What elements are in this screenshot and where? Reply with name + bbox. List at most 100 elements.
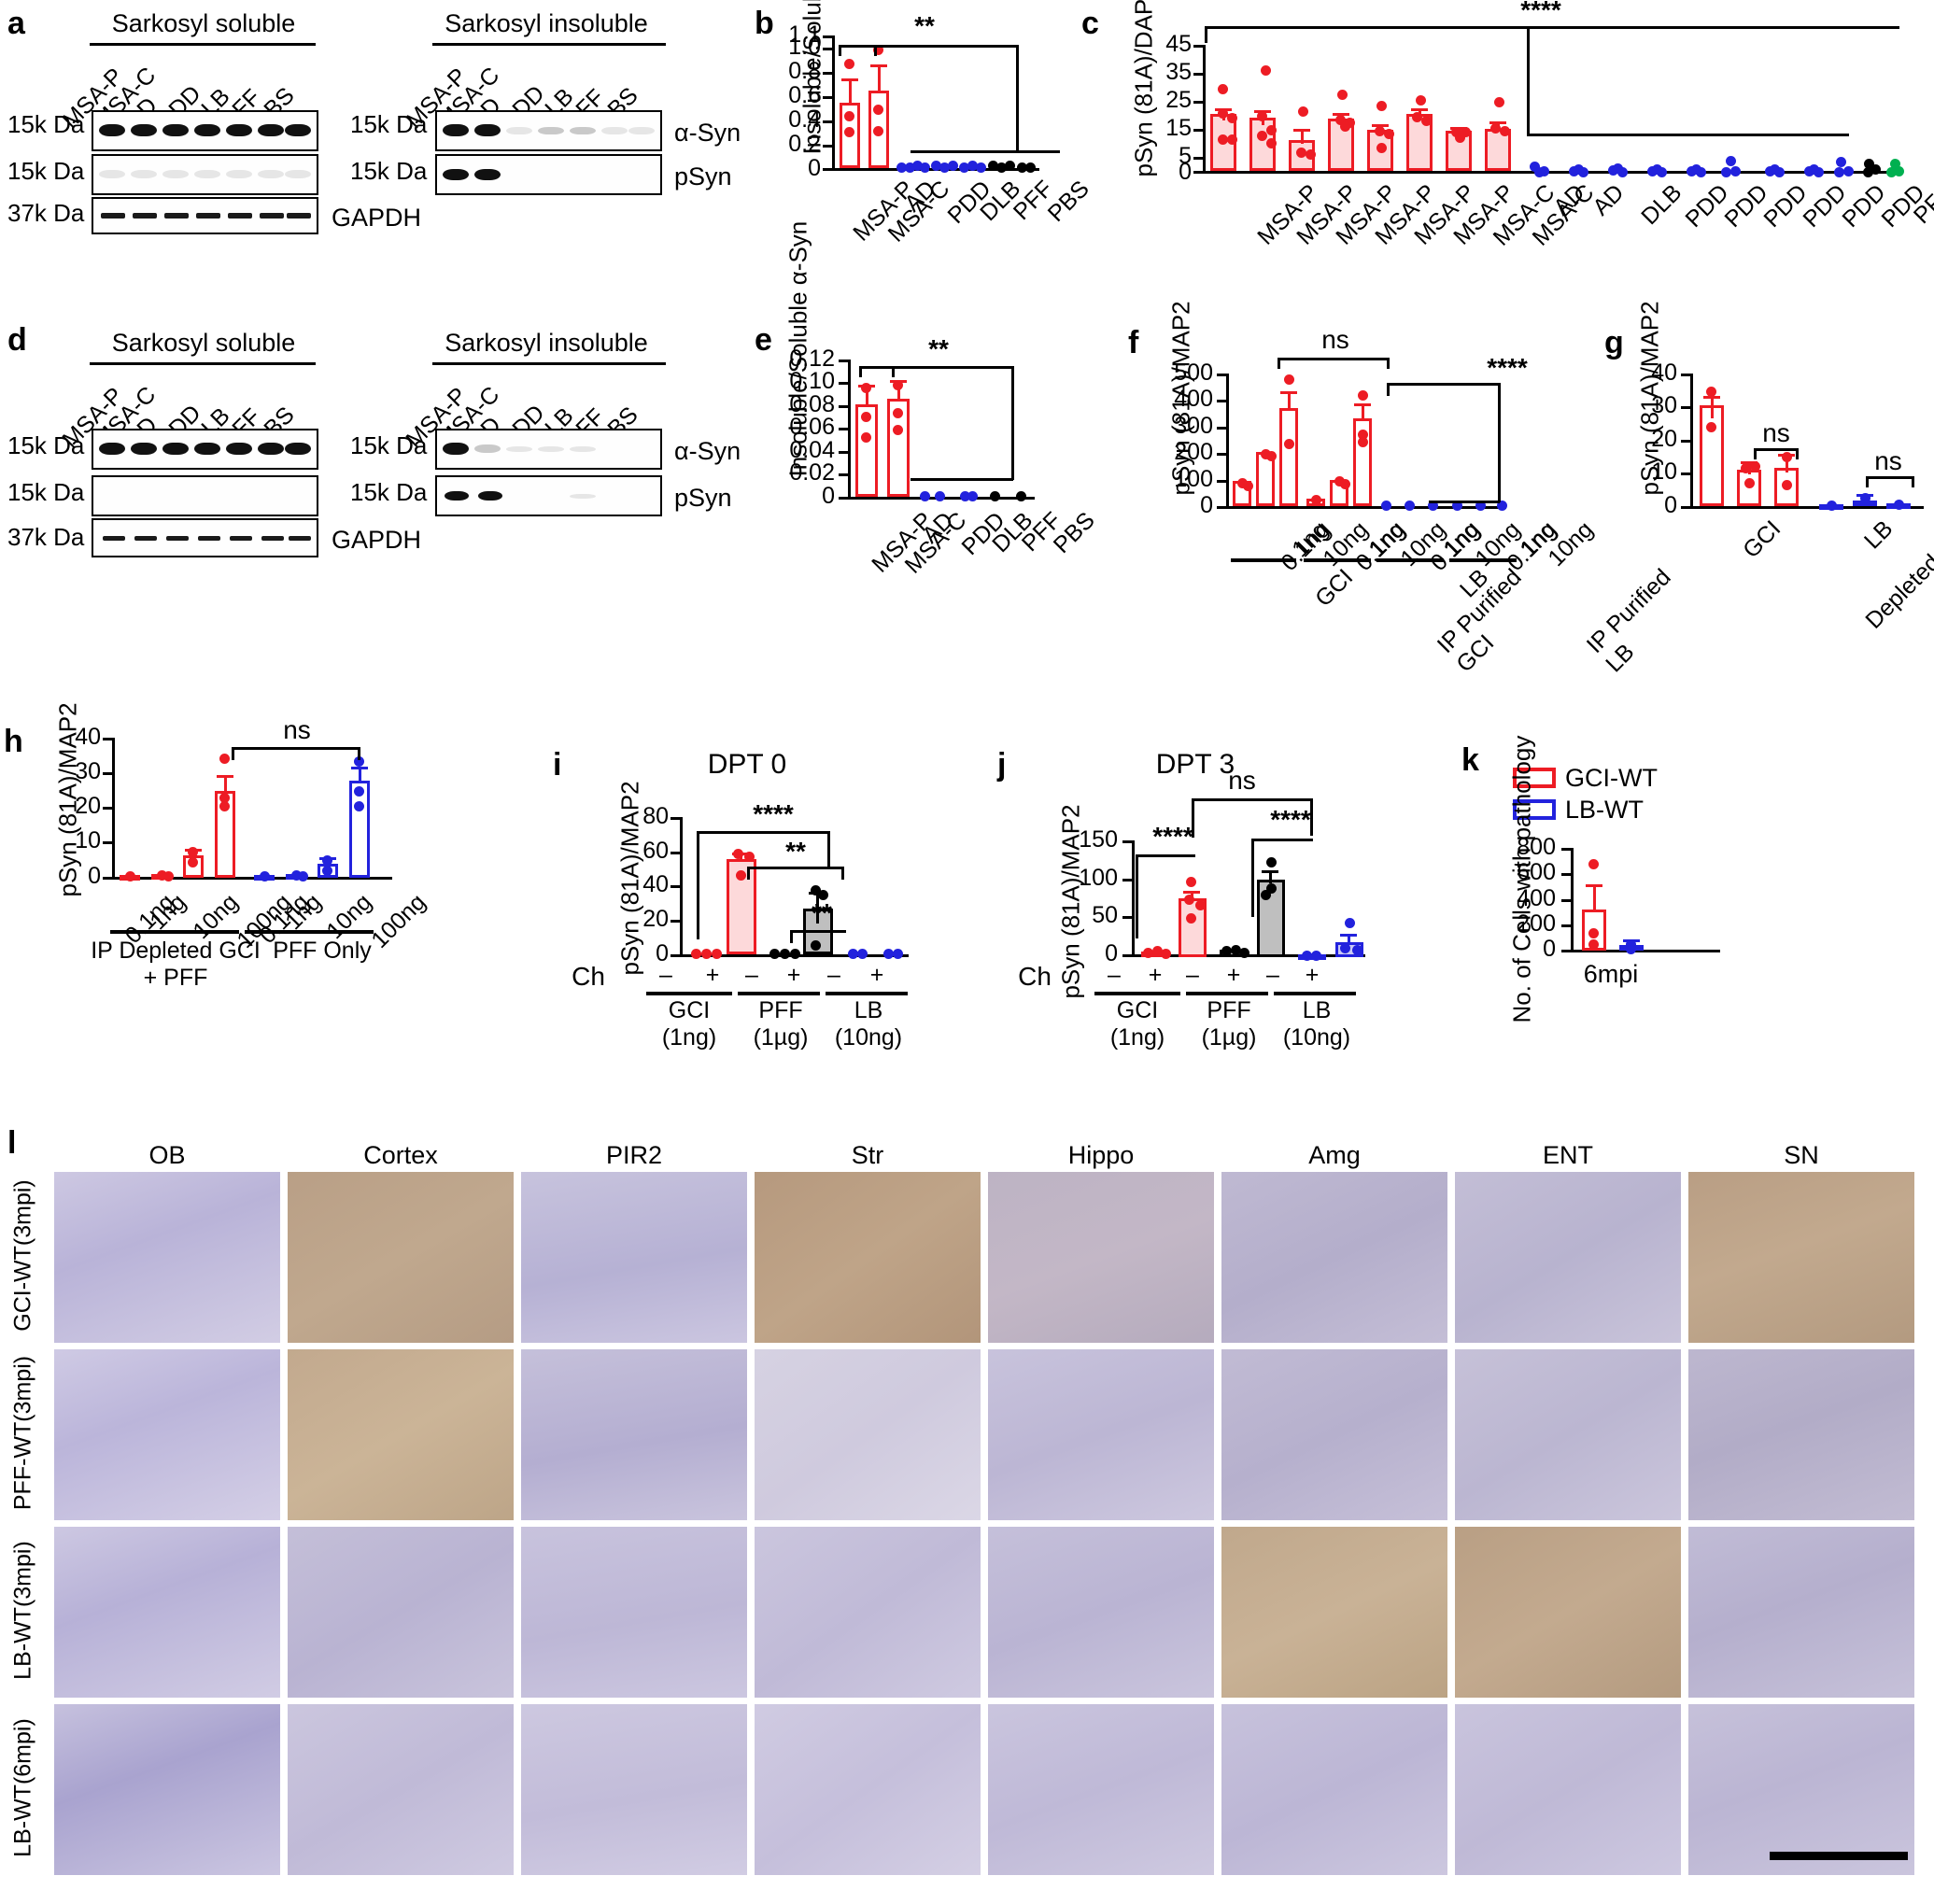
micrograph-r1-c1 xyxy=(288,1349,514,1520)
panel-c-ytick-3: 25 xyxy=(1165,87,1192,113)
blot-title-rule-d2 xyxy=(432,362,666,365)
micrograph-r0-c5 xyxy=(1221,1172,1447,1343)
panel-l-rowlabel-0: GCI-WT(3mpi) xyxy=(9,1179,36,1332)
panel-e-ytick-5: 0.10 xyxy=(789,368,835,394)
micrograph-r3-c2 xyxy=(521,1704,747,1875)
micrograph-r2-c6 xyxy=(1455,1527,1681,1698)
micrograph-r2-c5 xyxy=(1221,1527,1447,1698)
panel-i-ch-0: – xyxy=(659,962,672,988)
panel-k-plot: 800 600 400 200 0 xyxy=(1503,834,1737,979)
panel-i-grprule-1 xyxy=(738,992,820,995)
panel-f-ytick-0: 0 xyxy=(1200,492,1213,518)
panel-f-grprule-3 xyxy=(1449,558,1517,562)
panel-f-grprule-1 xyxy=(1304,558,1371,562)
panel-i-sig-2star-b: ** xyxy=(812,898,832,927)
panel-f-sig-4: **** xyxy=(1487,353,1528,382)
legend-label-lb-wt: LB-WT xyxy=(1565,796,1644,824)
micrograph-r0-c1 xyxy=(288,1172,514,1343)
panel-j-sigv-nsl xyxy=(1192,798,1194,838)
probe-label-d-gapdh: GAPDH xyxy=(332,526,422,554)
panel-c-sigbar-top xyxy=(1205,26,1899,29)
panel-g-plot: 40 30 20 10 0 xyxy=(1651,360,1933,518)
panel-i-ytick-2: 40 xyxy=(642,871,669,897)
panel-i-sigbar-2 xyxy=(747,867,844,869)
panel-c-bar-5 xyxy=(1406,114,1433,171)
mw-label-a-i-1: 15k Da xyxy=(350,157,428,185)
panel-letter-j: j xyxy=(997,747,1007,783)
panel-j-grprule-2 xyxy=(1274,992,1356,995)
blot-title-soluble-a: Sarkosyl soluble xyxy=(111,9,296,37)
panel-i-sig-4star: **** xyxy=(753,799,794,828)
panel-b-ytick-5: 1.0 xyxy=(788,34,821,60)
panel-l-rowlabel-2: LB-WT(3mpi) xyxy=(9,1541,36,1680)
blot-title-insoluble-a: Sarkosyl insoluble xyxy=(445,9,648,37)
scale-bar xyxy=(1770,1852,1908,1860)
micrograph-r2-c1 xyxy=(288,1527,514,1698)
panel-i-ch-4: – xyxy=(827,962,840,988)
blot-box-a-s-asyn xyxy=(92,110,318,151)
blot-box-a-s-psyn xyxy=(92,154,318,195)
micrograph-r1-c5 xyxy=(1221,1349,1447,1520)
panel-h-grprule-0 xyxy=(110,930,239,934)
panel-g-ytick-2: 20 xyxy=(1651,426,1677,452)
panel-b-sigv-mid xyxy=(874,45,877,56)
panel-b-bar-1 xyxy=(868,91,889,168)
micrograph-r1-c4 xyxy=(988,1349,1214,1520)
panel-j-grprule-0 xyxy=(1094,992,1180,995)
panel-i-grplabel-2: LB (10ng) xyxy=(834,997,903,1051)
panel-i-title: DPT 0 xyxy=(707,749,787,780)
panel-j-sigbar-4b xyxy=(1251,839,1313,841)
panel-j-grplabel-0: GCI (1ng) xyxy=(1109,997,1165,1051)
panel-e-sigbar2 xyxy=(911,478,1013,481)
panel-k-ytick-0: 0 xyxy=(1543,936,1556,962)
panel-l-rowlabel-1: PFF-WT(3mpi) xyxy=(9,1355,36,1511)
micrograph-r0-c7 xyxy=(1688,1172,1914,1343)
legend-key-lb-wt xyxy=(1513,799,1556,820)
panel-letter-c: c xyxy=(1081,6,1099,41)
panel-h-ytick-4: 40 xyxy=(75,724,101,750)
micrograph-r1-c6 xyxy=(1455,1349,1681,1520)
panel-letter-l: l xyxy=(7,1125,17,1161)
panel-i-grprule-0 xyxy=(646,992,732,995)
panel-letter-d: d xyxy=(7,322,27,358)
panel-j-grplabel-1: PFF (1µg) xyxy=(1201,997,1257,1051)
panel-j-sigv-4a xyxy=(1136,854,1138,938)
mw-label-d-s-0: 15k Da xyxy=(7,431,85,459)
panel-k-xlabel: 6mpi xyxy=(1583,960,1639,988)
micrograph-r0-c3 xyxy=(755,1172,981,1343)
panel-j-ch-3: + xyxy=(1226,962,1241,988)
panel-b-ytick-4: 0.8 xyxy=(788,58,821,84)
panel-b-sigv-left xyxy=(839,45,841,56)
panel-i-ch-3: + xyxy=(786,962,801,988)
panel-c-sigv-down xyxy=(1527,26,1530,136)
blot-title-insoluble-d: Sarkosyl insoluble xyxy=(445,329,648,357)
panel-e-plot: 0.12 0.10 0.08 0.06 0.04 0.02 0 xyxy=(783,346,932,509)
probe-label-a-asyn: α-Syn xyxy=(674,119,741,147)
blot-title-rule-a1 xyxy=(90,43,316,46)
blot-title-rule-d1 xyxy=(90,362,316,365)
panel-j-sigbar-ns xyxy=(1192,798,1313,801)
panel-i-sigv-e xyxy=(790,930,793,943)
panel-b-ytick-1: 0.2 xyxy=(788,131,821,157)
panel-j-grplabel-2: LB (10ng) xyxy=(1282,997,1351,1051)
panel-e-ytick-3: 0.06 xyxy=(789,414,835,440)
panel-b-sigbar xyxy=(839,45,1018,48)
panel-e-bar-1 xyxy=(887,399,910,497)
micrograph-r2-c0 xyxy=(54,1527,280,1698)
micrograph-r3-c0 xyxy=(54,1704,280,1875)
panel-g-sigv-ns1r xyxy=(1796,448,1799,459)
panel-l-colhead-4: Hippo xyxy=(1067,1141,1135,1169)
micrograph-r2-c7 xyxy=(1688,1527,1914,1698)
panel-k-ytick-4: 800 xyxy=(1517,834,1556,860)
panel-letter-a: a xyxy=(7,6,25,41)
panel-h-sigbar-ns xyxy=(232,747,360,750)
mw-label-d-i-1: 15k Da xyxy=(350,478,428,506)
panel-j-ytick-0: 0 xyxy=(1105,940,1118,966)
panel-l-colhead-1: Cortex xyxy=(363,1141,438,1169)
panel-f-bar-5 xyxy=(1353,418,1372,506)
panel-letter-e: e xyxy=(755,322,772,358)
micrograph-r0-c0 xyxy=(54,1172,280,1343)
mw-label-a-s-0: 15k Da xyxy=(7,110,85,138)
blot-box-d-s-psyn xyxy=(92,475,318,516)
panel-i-ch-label: Ch xyxy=(572,962,605,991)
